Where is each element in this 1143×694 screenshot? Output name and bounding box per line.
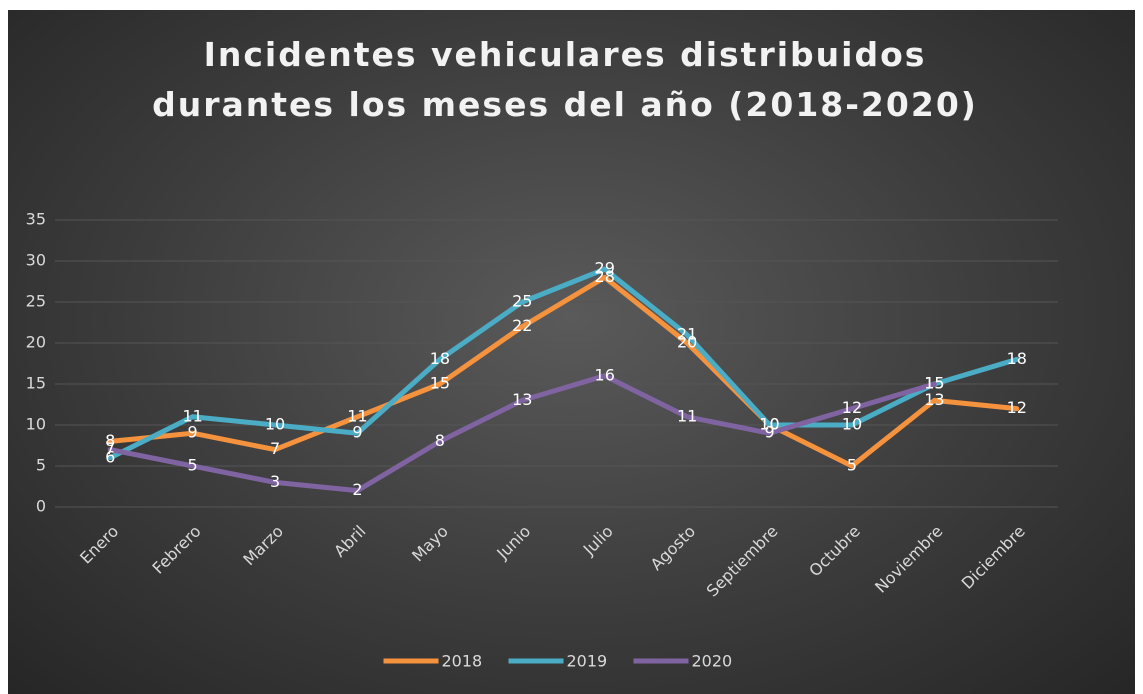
- data-label: 28: [595, 267, 615, 286]
- data-label: 11: [677, 406, 697, 425]
- y-tick-label: 35: [26, 210, 46, 229]
- data-label: 11: [182, 406, 202, 425]
- data-label: 21: [677, 324, 697, 343]
- data-label: 9: [188, 423, 198, 442]
- data-label: 11: [347, 406, 367, 425]
- data-label: 10: [759, 415, 779, 434]
- chart-panel: [8, 10, 1135, 694]
- legend-label: 2018: [442, 652, 483, 671]
- data-label: 5: [847, 456, 857, 475]
- legend-label: 2019: [567, 652, 608, 671]
- x-tick-label: Septiembre: [703, 522, 782, 601]
- x-tick-label: Agosto: [647, 522, 700, 575]
- data-label: 18: [1007, 349, 1027, 368]
- y-tick-label: 30: [26, 251, 46, 270]
- data-label: 16: [595, 365, 615, 384]
- data-label: 15: [430, 374, 450, 393]
- y-tick-label: 5: [36, 456, 46, 475]
- data-label: 22: [512, 316, 532, 335]
- series-line: [107, 266, 1020, 461]
- data-label: 13: [924, 390, 944, 409]
- y-tick-label: 25: [26, 292, 46, 311]
- data-label: 10: [842, 415, 862, 434]
- data-label: 12: [1007, 398, 1027, 417]
- x-tick-label: Abril: [330, 522, 369, 561]
- data-label: 29: [595, 259, 615, 278]
- y-tick-label: 20: [26, 333, 46, 352]
- x-tick-label: Noviembre: [871, 522, 946, 597]
- legend-label: 2020: [692, 652, 733, 671]
- x-tick-label: Junio: [492, 522, 534, 564]
- series-line: [107, 373, 937, 494]
- data-label: 9: [764, 423, 774, 442]
- data-label: 25: [512, 292, 532, 311]
- data-label: 12: [842, 398, 862, 417]
- data-label: 8: [105, 431, 115, 450]
- x-tick-label: Mayo: [408, 522, 452, 566]
- x-tick-label: Febrero: [148, 522, 204, 578]
- y-tick-label: 0: [36, 497, 46, 516]
- data-label: 13: [512, 390, 532, 409]
- data-label: 6: [105, 447, 115, 466]
- data-label: 15: [924, 374, 944, 393]
- data-label: 18: [430, 349, 450, 368]
- x-tick-label: Octubre: [805, 522, 864, 581]
- data-label: 15: [924, 374, 944, 393]
- data-label: 7: [105, 439, 115, 458]
- x-tick-label: Enero: [76, 522, 122, 568]
- data-label: 5: [188, 456, 198, 475]
- x-tick-label: Julio: [579, 522, 617, 560]
- data-label: 3: [270, 472, 280, 491]
- chart-title: Incidentes vehiculares distribuidos dura…: [152, 35, 978, 124]
- data-label: 10: [265, 415, 285, 434]
- data-label: 8: [435, 431, 445, 450]
- data-label: 20: [677, 333, 697, 352]
- y-tick-label: 15: [26, 374, 46, 393]
- data-label: 2: [352, 480, 362, 499]
- data-label: 7: [270, 439, 280, 458]
- series-line: [107, 274, 1020, 469]
- data-label: 9: [352, 423, 362, 442]
- x-tick-label: Diciembre: [958, 522, 1029, 593]
- data-label: 10: [759, 415, 779, 434]
- y-tick-label: 10: [26, 415, 46, 434]
- x-tick-label: Marzo: [239, 522, 287, 570]
